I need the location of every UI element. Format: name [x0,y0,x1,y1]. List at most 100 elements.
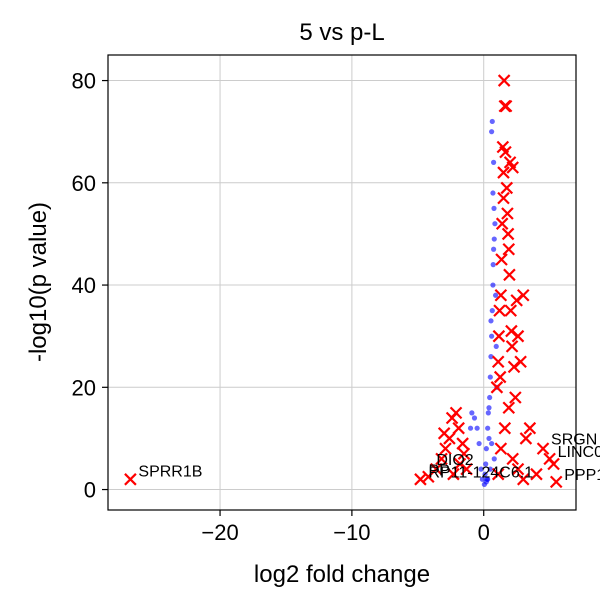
x-tick-label: −20 [201,520,238,545]
scatter-point-significant [530,467,543,481]
scatter-point-significant [460,462,473,476]
scatter-point [489,129,495,135]
scatter-point-significant [429,462,443,476]
scatter-point [467,425,474,431]
scatter-point-significant [414,473,427,486]
scatter-point-significant [505,340,519,353]
scatter-point-significant [502,242,516,256]
scatter-point [471,415,478,421]
scatter-point [492,292,499,298]
y-axis-label: -log10(p value) [25,202,52,362]
scatter-point-significant [511,462,525,476]
scatter-point [491,159,497,165]
scatter-point-significant [516,289,530,302]
gene-label: PP [428,462,449,479]
y-tick-label: 20 [72,375,96,400]
scatter-point-significant [491,467,505,481]
scatter-point [478,466,484,472]
gene-label: RP11-124C6.1 [428,464,533,481]
scatter-point [469,410,475,416]
y-axis: 0 20 40 60 80 [72,69,108,503]
scatter-point-significant [506,161,519,174]
scatter-point [491,205,497,211]
scatter-point-significant [547,457,560,471]
scatter-point-significant [495,253,508,266]
y-tick-label: 40 [72,273,96,298]
chart-title: 5 vs p-L [299,19,384,46]
scatter-point-significant [435,452,448,466]
scatter-point-significant [493,370,507,384]
scatter-point-significant [452,421,465,435]
scatter-point [485,410,491,416]
scatter-point [486,435,492,442]
y-tick-label: 0 [84,478,96,503]
gene-label: SRGN [551,432,597,449]
scatter-point-significant [523,421,537,435]
scatter-point-significant [516,473,530,486]
x-axis: −20 −10 0 [201,510,490,545]
x-tick-label: 0 [478,520,490,545]
scatter-point [474,425,480,431]
scatter-point [485,476,491,482]
scatter-point [491,236,497,242]
scatter-point-significant [497,191,510,205]
scatter-point-significant [499,99,513,113]
scatter-point [487,374,493,380]
x-tick-label: −10 [333,520,370,545]
gene-label: PPP1 [564,467,600,484]
scatter-point-significant [509,391,522,404]
gene-label: DIO2 [436,452,473,469]
scatter-point [483,461,489,467]
scatter-point-significant [491,355,505,369]
scatter-point-significant [536,442,550,455]
scatter-point-significant [501,227,515,241]
scatter-point-significant [500,181,514,195]
grid [108,55,576,510]
scatter-point-significant [439,442,452,455]
scatter-point [492,221,498,227]
scatter-point [483,446,489,452]
scatter-point [491,456,497,462]
scatter-point [489,118,495,125]
plot-frame [107,54,577,511]
gene-label: SPRR1B [138,463,202,480]
scatter-point-significant [498,421,512,435]
scatter-point-significant [506,452,519,466]
scatter-point-significant [504,304,518,317]
y-tick-label: 80 [72,69,96,94]
scatter-point [482,471,488,477]
scatter-point-significant [457,447,471,461]
scatter-point-significant [490,381,504,394]
scatter-point [486,405,492,411]
scatter-point [488,354,494,360]
scatter-point-significant [492,329,506,343]
scatter-point [491,246,497,252]
scatter-point [489,308,495,314]
scatter-point-significant [519,432,533,445]
scatter-point-significant [549,475,563,489]
scatter-point-significant [494,289,508,302]
scatter-point [490,190,496,196]
scatter-point-significant [497,74,511,87]
scatter-point-significant [494,442,508,455]
scatter-point-significant [497,166,510,179]
scatter-point [493,343,499,350]
scatter-point [476,440,482,447]
scatter-point-significant [124,473,137,486]
scatter-point-significant [495,217,509,230]
y-tick-label: 60 [72,171,96,196]
scatter-point-significant [501,207,514,220]
scatter-point [490,262,496,268]
scatter-point [489,440,495,447]
x-axis-label: log2 fold change [254,561,430,588]
scatter-point-significant [502,401,516,415]
data-points [124,74,563,489]
scatter-point-significant [449,406,463,420]
scatter-point-significant [443,432,456,445]
scatter-point-significant [447,467,460,481]
scatter-point [490,282,496,288]
scatter-point [479,476,485,482]
scatter-point [487,466,493,472]
